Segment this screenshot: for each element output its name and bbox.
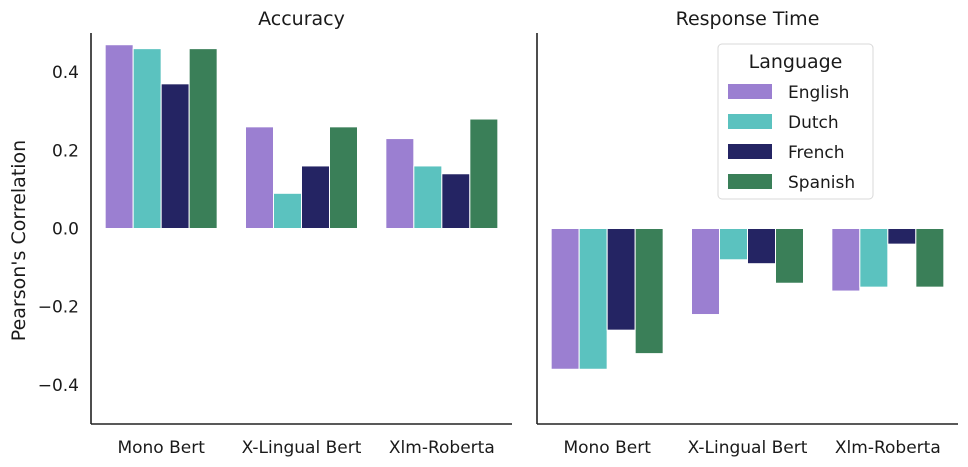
legend-label-english: English: [788, 83, 849, 103]
legend-label-french: French: [788, 143, 845, 163]
bar-dutch-xlm-roberta: [859, 228, 889, 288]
response-time-panel: Response Time Mono Bert X-Lingual Bert Xlm-…: [536, 8, 958, 458]
legend-swatch-english: [728, 84, 772, 99]
y-axis-label: Pearson's Correlation: [8, 140, 30, 341]
bar-spanish-xlm-roberta: [915, 228, 945, 288]
bar-dutch-x-lingual-bert: [273, 192, 302, 229]
bar-dutch-mono-bert: [132, 48, 162, 229]
legend-title: Language: [749, 51, 843, 73]
bar-english-mono-bert: [104, 44, 134, 230]
bar-spanish-mono-bert: [188, 48, 218, 229]
bar-french-mono-bert: [160, 83, 190, 229]
x-tick-label: X-Lingual Bert: [688, 438, 808, 458]
x-tick-label: X-Lingual Bert: [242, 438, 362, 458]
legend-frame: [717, 43, 874, 200]
x-tick-label: Xlm-Roberta: [835, 438, 941, 458]
legend-swatch-spanish: [728, 174, 772, 189]
y-tick-label: 0.0: [52, 220, 79, 240]
y-tick-label: −0.4: [38, 376, 79, 396]
bar-english-xlm-roberta: [831, 228, 861, 292]
legend-swatch-dutch: [728, 114, 772, 129]
bar-english-x-lingual-bert: [245, 126, 274, 229]
legend-swatch-french: [728, 144, 772, 159]
x-tick-label: Xlm-Roberta: [389, 438, 495, 458]
bar-french-mono-bert: [606, 228, 636, 331]
accuracy-panel: Accuracy Mono Bert X-Lingual Bert Xlm-Rober…: [8, 8, 512, 458]
bar-spanish-x-lingual-bert: [775, 228, 804, 284]
bar-spanish-xlm-roberta: [469, 118, 499, 229]
bar-english-x-lingual-bert: [691, 228, 720, 316]
bar-english-xlm-roberta: [385, 138, 415, 230]
legend-label-spanish: Spanish: [788, 173, 855, 193]
x-tick-label: Mono Bert: [117, 438, 205, 458]
x-tick-label: Mono Bert: [563, 438, 651, 458]
bar-english-mono-bert: [550, 228, 580, 370]
bar-french-xlm-roberta: [441, 173, 471, 229]
y-tick-label: 0.4: [52, 63, 79, 83]
chart-title: Accuracy: [258, 8, 345, 30]
bar-spanish-x-lingual-bert: [329, 126, 358, 229]
bar-french-x-lingual-bert: [747, 228, 776, 265]
bar-french-xlm-roberta: [887, 228, 917, 245]
legend: Language English Dutch French Spanish: [717, 43, 874, 200]
bar-dutch-x-lingual-bert: [719, 228, 748, 261]
bar-spanish-mono-bert: [634, 228, 664, 355]
y-tick-label: −0.2: [38, 298, 79, 318]
bar-french-x-lingual-bert: [301, 165, 330, 230]
y-tick-label: 0.2: [52, 141, 79, 161]
legend-label-dutch: Dutch: [788, 113, 839, 133]
bar-dutch-mono-bert: [578, 228, 608, 370]
chart-title: Response Time: [676, 8, 820, 30]
bar-dutch-xlm-roberta: [413, 165, 443, 230]
